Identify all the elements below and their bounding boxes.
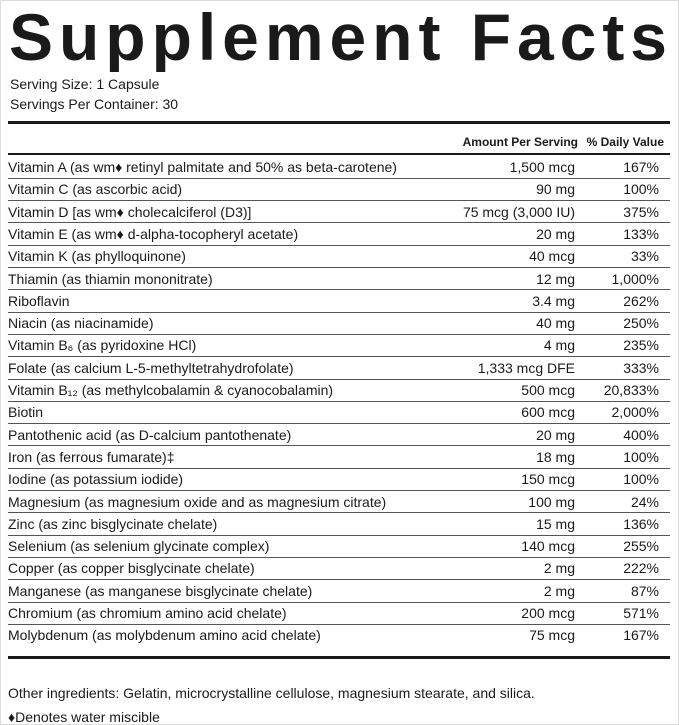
daily-value: 400% — [623, 426, 659, 443]
nutrient-name: Iron (as ferrous fumarate)‡ — [8, 448, 175, 465]
nutrient-name: Magnesium (as magnesium oxide and as mag… — [8, 493, 387, 510]
amount: 90 mg — [536, 181, 575, 198]
amount: 20 mg — [536, 225, 575, 242]
daily-value: 375% — [623, 203, 659, 220]
nutrient-name: Molybdenum (as molybdenum amino acid che… — [8, 627, 321, 644]
daily-value: 100% — [623, 448, 659, 465]
daily-value: 333% — [623, 359, 659, 376]
nutrient-name: Vitamin C (as ascorbic acid) — [8, 181, 183, 198]
amount: 40 mcg — [529, 248, 575, 265]
nutrient-name: Pantothenic acid (as D-calcium pantothen… — [8, 426, 292, 443]
amount: 2 mg — [543, 582, 575, 599]
row-divider — [8, 311, 670, 313]
row-divider — [8, 601, 670, 603]
row-divider — [8, 512, 670, 514]
nutrient-name: Manganese (as manganese bisglycinate che… — [8, 582, 313, 599]
title-box: Supplement Facts — [9, 0, 667, 72]
nutrient-name: Thiamin (as thiamin mononitrate) — [8, 270, 213, 287]
amount: 3.4 mg — [532, 292, 575, 309]
header-rule — [8, 153, 670, 155]
title: Supplement Facts — [9, 0, 667, 72]
row-divider — [8, 556, 670, 558]
row-divider — [8, 333, 670, 335]
daily-value: 133% — [623, 225, 659, 242]
daily-value: 136% — [623, 515, 659, 532]
serving-size: Serving Size: 1 Capsule — [10, 76, 160, 92]
daily-value: 250% — [623, 315, 659, 332]
footnote: ♦Denotes water miscible — [8, 709, 160, 725]
amount: 15 mg — [536, 515, 575, 532]
daily-value: 100% — [623, 471, 659, 488]
amount: 150 mcg — [521, 471, 575, 488]
daily-value: 262% — [623, 292, 659, 309]
amount: 2 mg — [543, 560, 575, 577]
daily-value: 571% — [623, 605, 659, 621]
nutrient-name: Zinc (as zinc bisglycinate chelate) — [8, 515, 218, 532]
nutrient-name: Folate (as calcium L-5-methyltetrahydrof… — [8, 359, 294, 376]
daily-value: 24% — [630, 493, 659, 510]
nutrient-name: Vitamin A (as wm♦ retinyl palmitate and … — [8, 159, 397, 175]
row-divider — [8, 467, 670, 469]
row-divider — [8, 356, 670, 358]
amount: 600 mcg — [521, 404, 575, 421]
amount: 1,500 mcg — [509, 159, 575, 175]
row-divider — [8, 177, 670, 179]
nutrient-name: Vitamin K (as phylloquinone) — [8, 248, 186, 265]
daily-value: 255% — [623, 538, 659, 555]
nutrient-name: Vitamin E (as wm♦ d-alpha-tocopheryl ace… — [8, 225, 299, 242]
row-divider — [8, 200, 670, 202]
amount: 20 mg — [536, 426, 575, 443]
nutrient-name: Biotin — [8, 404, 44, 421]
nutrient-name: Niacin (as niacinamide) — [8, 315, 154, 332]
nutrient-name: Copper (as copper bisglycinate chelate) — [8, 560, 255, 577]
nutrient-name: Vitamin B₆ (as pyridoxine HCl) — [8, 337, 197, 354]
nutrient-name: Selenium (as selenium glycinate complex) — [8, 538, 270, 555]
row-divider — [8, 579, 670, 581]
row-divider — [8, 267, 670, 268]
amount: 4 mg — [543, 337, 575, 354]
nutrient-name: Vitamin B₁₂ (as methylcobalamin & cyanoc… — [8, 382, 334, 398]
daily-value: 87% — [630, 582, 659, 599]
row-divider — [8, 289, 670, 291]
nutrient-name: Vitamin D [as wm♦ cholecalciferol (D3)] — [8, 203, 252, 220]
row-divider — [8, 244, 670, 246]
dv-header: % Daily Value — [586, 135, 664, 149]
amount: 12 mg — [536, 270, 575, 287]
amount: 1,333 mcg DFE — [477, 359, 575, 376]
daily-value: 167% — [623, 627, 659, 644]
nutrient-name: Riboflavin — [8, 292, 70, 309]
daily-value: 2,000% — [611, 404, 659, 421]
row-divider — [8, 222, 670, 224]
daily-value: 33% — [630, 248, 659, 265]
amount: 500 mcg — [521, 382, 575, 398]
amount: 200 mcg — [521, 605, 575, 621]
amount: 18 mg — [536, 448, 575, 465]
amount: 100 mg — [528, 493, 575, 510]
amount-header: Amount Per Serving — [462, 135, 578, 149]
top-rule — [8, 121, 670, 124]
row-divider — [8, 400, 670, 402]
daily-value: 167% — [623, 159, 659, 175]
servings-per-container: Servings Per Container: 30 — [10, 96, 179, 112]
amount: 140 mcg — [521, 538, 575, 555]
row-divider — [8, 490, 670, 491]
daily-value: 100% — [623, 181, 659, 198]
nutrient-name: Chromium (as chromium amino acid chelate… — [8, 605, 287, 621]
amount: 40 mg — [536, 315, 575, 332]
row-divider — [8, 534, 670, 536]
other-ingredients: Other ingredients: Gelatin, microcrystal… — [8, 685, 535, 701]
amount: 75 mcg — [529, 627, 575, 644]
daily-value: 1,000% — [611, 270, 659, 287]
daily-value: 222% — [623, 560, 659, 577]
amount: 75 mcg (3,000 IU) — [462, 203, 575, 220]
row-divider — [8, 423, 670, 425]
daily-value: 20,833% — [603, 382, 659, 398]
row-divider — [8, 378, 670, 380]
bottom-rule — [8, 656, 670, 659]
nutrient-name: Iodine (as potassium iodide) — [8, 471, 184, 488]
daily-value: 235% — [623, 337, 659, 354]
row-divider — [8, 445, 670, 447]
row-divider — [8, 623, 670, 625]
